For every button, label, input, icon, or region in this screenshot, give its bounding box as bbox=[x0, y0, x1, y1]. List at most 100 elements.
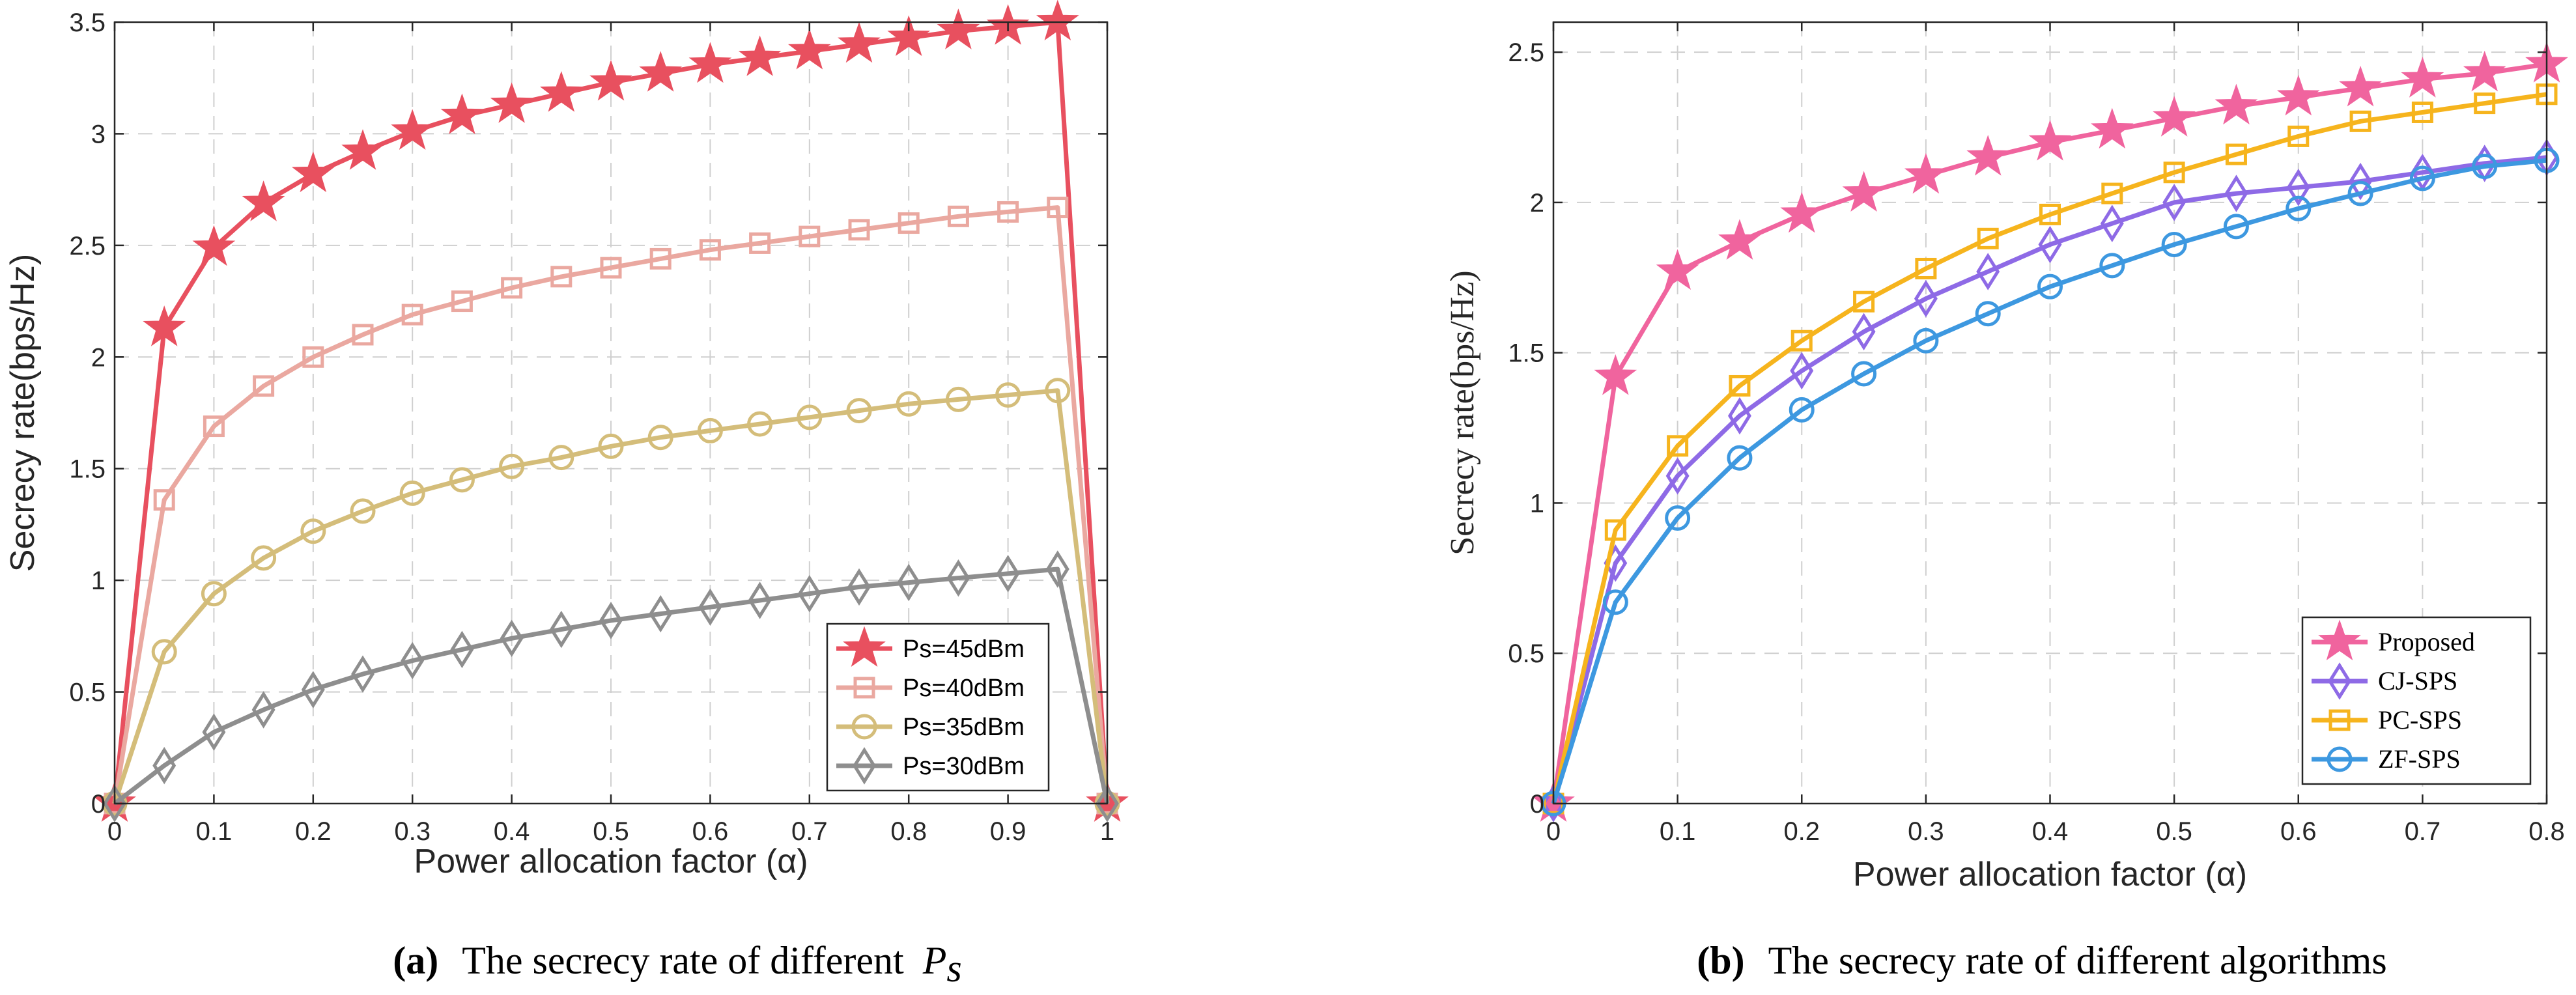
c0-data-point-2-17 bbox=[945, 386, 971, 412]
c0-data-point-0-13 bbox=[738, 35, 782, 76]
c0-data-point-1-16 bbox=[898, 212, 920, 234]
caption-b-text: The secrecy rate of different algorithms bbox=[1768, 939, 2387, 982]
c1-data-point-3-9 bbox=[2099, 253, 2125, 279]
c0-data-point-0-6 bbox=[391, 109, 434, 150]
caption-a-text: The secrecy rate of different bbox=[462, 939, 904, 982]
c0-data-point-0-8 bbox=[490, 82, 533, 123]
c1-data-point-1-6 bbox=[1914, 279, 1938, 318]
c0-data-point-3-11 bbox=[649, 595, 673, 633]
c0-data-point-1-5 bbox=[352, 324, 374, 346]
c0-data-point-2-6 bbox=[399, 480, 425, 506]
c0-data-point-0-17 bbox=[937, 8, 980, 49]
caption-a-label: (a) bbox=[393, 939, 438, 982]
c0-y-tick-label: 2.5 bbox=[69, 232, 106, 260]
c1-y-tick-label: 1.5 bbox=[1508, 339, 1544, 368]
c0-series-line-3 bbox=[113, 567, 1110, 806]
c1-data-point-1-8 bbox=[2038, 225, 2062, 264]
c0-data-point-3-8 bbox=[500, 619, 524, 658]
c1-x-tick-label: 0.5 bbox=[2156, 817, 2192, 846]
c1-data-point-3-14 bbox=[2409, 165, 2435, 191]
c0-data-point-3-0 bbox=[103, 785, 126, 822]
c0-data-point-1-9 bbox=[550, 266, 573, 288]
c1-data-point-1-3 bbox=[1727, 397, 1751, 435]
c0-data-point-3-16 bbox=[897, 563, 921, 602]
c0-data-point-1-12 bbox=[699, 239, 721, 261]
c0-data-point-1-7 bbox=[451, 290, 473, 313]
c1-data-point-2-7 bbox=[1977, 227, 1999, 249]
c0-x-tick-label: 0.2 bbox=[295, 817, 332, 846]
c0-legend-label-3: Ps=30dBm bbox=[903, 753, 1025, 780]
c1-legend-label-0: Proposed bbox=[2378, 627, 2475, 656]
c0-data-point-1-1 bbox=[153, 489, 175, 511]
c0-data-point-3-12 bbox=[698, 588, 722, 626]
c1-data-point-0-1 bbox=[1594, 354, 1637, 395]
c1-x-tick-label: 0.4 bbox=[2032, 817, 2069, 846]
c0-y-tick-label: 2 bbox=[91, 343, 106, 372]
c0-series-2 bbox=[102, 378, 1120, 817]
c1-data-point-3-3 bbox=[1727, 445, 1753, 471]
c0-data-point-0-12 bbox=[688, 42, 732, 83]
caption-b: (b) The secrecy rate of different algori… bbox=[1697, 939, 2386, 982]
c1-y-tick-label: 2.5 bbox=[1508, 38, 1544, 67]
c0-data-point-1-8 bbox=[501, 277, 523, 299]
c1-y-tick-label: 1 bbox=[1530, 489, 1544, 518]
c0-data-point-2-18 bbox=[995, 382, 1021, 408]
c0-data-point-3-4 bbox=[301, 671, 325, 708]
c1-y-tick-label: 0 bbox=[1530, 790, 1544, 819]
c1-legend-marker-3 bbox=[2327, 746, 2353, 772]
c0-legend-marker-0 bbox=[843, 626, 886, 667]
c1-data-point-1-2 bbox=[1665, 457, 1690, 495]
c0-data-point-0-2 bbox=[192, 225, 236, 266]
c0-data-point-0-1 bbox=[143, 305, 186, 346]
c0-data-point-0-10 bbox=[589, 60, 632, 101]
c1-data-point-0-2 bbox=[1656, 249, 1699, 290]
c0-series-3 bbox=[103, 550, 1119, 822]
c0-x-axis-label: Power allocation factor (α) bbox=[414, 843, 808, 880]
c1-legend-marker-2 bbox=[2328, 709, 2351, 731]
c0-x-tick-label: 0.8 bbox=[890, 817, 927, 846]
c1-data-point-3-6 bbox=[1913, 328, 1939, 354]
c1-x-tick-label: 0.6 bbox=[2280, 817, 2317, 846]
c0-data-point-1-10 bbox=[600, 257, 622, 279]
c1-data-point-2-9 bbox=[2101, 182, 2123, 204]
c1-data-point-3-7 bbox=[1975, 301, 2001, 327]
c1-data-point-2-12 bbox=[2287, 125, 2310, 147]
c1-data-point-0-10 bbox=[2153, 96, 2196, 137]
c0-legend-marker-2 bbox=[851, 714, 877, 740]
c0-data-point-2-5 bbox=[350, 498, 376, 524]
c0-data-point-1-18 bbox=[997, 201, 1019, 223]
c1-data-point-0-14 bbox=[2401, 57, 2444, 98]
c1-x-tick-label: 0.8 bbox=[2528, 817, 2565, 846]
c1-data-point-0-12 bbox=[2276, 74, 2320, 116]
c1-data-point-1-9 bbox=[2100, 204, 2124, 242]
c0-data-point-3-20 bbox=[1096, 785, 1119, 822]
c0-data-point-2-9 bbox=[548, 445, 574, 471]
c0-data-point-1-4 bbox=[302, 346, 324, 368]
c1-data-point-0-13 bbox=[2339, 65, 2382, 107]
c1-data-point-0-3 bbox=[1718, 219, 1761, 260]
c1-data-point-0-6 bbox=[1904, 152, 1947, 194]
c0-data-point-0-11 bbox=[639, 51, 683, 92]
c0-data-point-0-7 bbox=[440, 93, 484, 135]
c1-x-tick-label: 0.3 bbox=[1908, 817, 1944, 846]
caption-a-math-sub: s bbox=[946, 947, 961, 990]
c0-data-point-3-3 bbox=[251, 691, 276, 729]
c1-series-line-1 bbox=[1551, 155, 2547, 804]
c0-data-point-2-11 bbox=[647, 425, 673, 451]
c0-data-point-1-13 bbox=[749, 232, 771, 254]
c0-data-point-0-15 bbox=[838, 21, 881, 63]
c1-data-point-0-5 bbox=[1842, 171, 1886, 212]
c0-y-tick-label: 1.5 bbox=[69, 455, 106, 484]
c0-legend-label-1: Ps=40dBm bbox=[903, 675, 1025, 702]
c0-y-tick-label: 3 bbox=[91, 120, 106, 148]
caption-a-math: P bbox=[922, 939, 947, 982]
c0-data-point-1-3 bbox=[253, 375, 275, 397]
c1-x-axis-label: Power allocation factor (α) bbox=[1853, 856, 2247, 893]
c1-data-point-2-8 bbox=[2039, 203, 2061, 225]
c1-data-point-2-3 bbox=[1729, 374, 1751, 397]
c0-data-point-3-18 bbox=[996, 555, 1020, 593]
c0-legend: Ps=45dBm Ps=40dBm Ps=35dBm Ps=30dBm bbox=[826, 623, 1050, 792]
c1-data-point-1-4 bbox=[1790, 352, 1814, 390]
c1-legend-item-2: PC-SPS bbox=[2312, 705, 2462, 735]
c0-y-tick-label: 3.5 bbox=[69, 8, 106, 37]
